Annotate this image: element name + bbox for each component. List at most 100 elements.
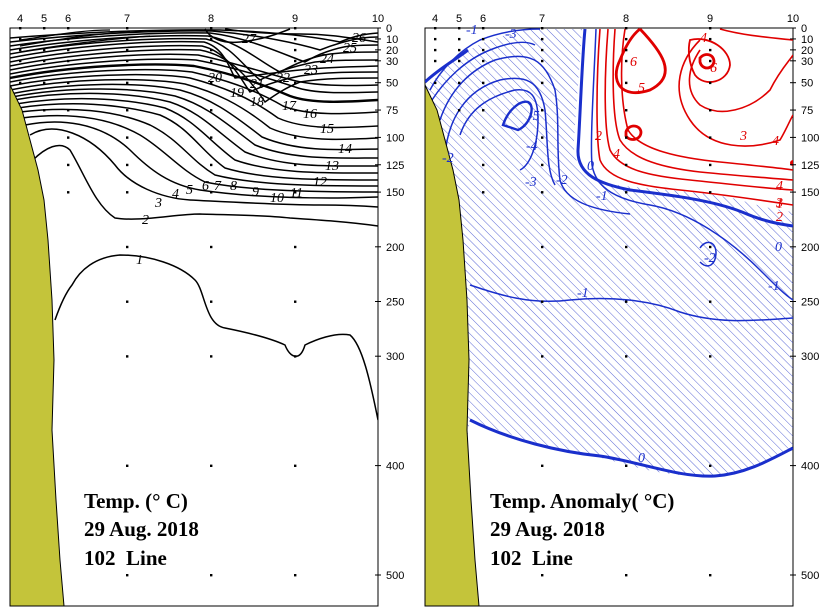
station-sample-dot xyxy=(458,81,461,85)
station-label-10: 10 xyxy=(372,13,384,25)
station-label-8: 8 xyxy=(208,13,214,25)
station-sample-dot xyxy=(458,37,461,41)
label-zero-right: 0 xyxy=(775,240,782,255)
contour-line-neg-5 xyxy=(501,100,533,132)
station-sample-dot xyxy=(709,300,712,303)
station-sample-dot xyxy=(709,355,712,358)
station-sample-dot xyxy=(67,81,70,85)
contour-line-1 xyxy=(54,254,378,421)
contour-line-8 xyxy=(15,97,378,174)
depth-label-75: 75 xyxy=(386,105,398,117)
contour-line-7 xyxy=(17,103,378,181)
depth-label-300: 300 xyxy=(386,351,404,363)
depth-label-200: 200 xyxy=(386,242,404,254)
depth-label-125: 125 xyxy=(386,160,404,172)
label-27: 27 xyxy=(242,32,257,47)
depth-label-75: 75 xyxy=(801,105,813,117)
label-1: 1 xyxy=(136,253,143,268)
station-sample-dot xyxy=(210,81,213,85)
station-labels: 4 5 6 7 8 9 10 xyxy=(432,13,799,25)
label-5: 5 xyxy=(186,183,193,198)
contour-line-13 xyxy=(10,73,378,129)
station-sample-dot xyxy=(625,191,628,194)
station-sample-dot xyxy=(126,48,129,52)
station-sample-dot xyxy=(126,163,129,167)
station-sample-dot xyxy=(625,574,628,577)
station-sample-dot xyxy=(210,191,213,194)
station-sample-dot xyxy=(709,109,712,112)
station-sample-dot xyxy=(709,191,712,194)
station-sample-dot xyxy=(625,136,628,139)
anomaly-date: 29 Aug. 2018 xyxy=(490,517,605,541)
station-sample-dot xyxy=(126,136,129,139)
station-label-9: 9 xyxy=(292,13,298,25)
label-neg-1-a: -1 xyxy=(577,286,589,301)
station-sample-dot xyxy=(210,37,213,41)
depth-label-100: 100 xyxy=(386,132,404,144)
station-sample-dot xyxy=(709,59,712,63)
station-sample-dot xyxy=(541,191,544,194)
depth-label-50: 50 xyxy=(386,78,398,90)
station-sample-dot xyxy=(625,163,628,167)
station-sample-dot xyxy=(625,300,628,303)
station-sample-dot xyxy=(541,300,544,303)
label-16: 16 xyxy=(303,107,317,122)
station-sample-dot xyxy=(709,163,712,167)
station-sample-dot xyxy=(294,191,297,194)
station-sample-dot xyxy=(294,37,297,41)
label-4: 4 xyxy=(172,187,179,202)
depth-label-300: 300 xyxy=(801,351,819,363)
station-sample-dot xyxy=(482,191,485,194)
label-2: 2 xyxy=(142,213,149,228)
label-neg-3: -3 xyxy=(525,175,537,190)
station-sample-dot xyxy=(294,574,297,577)
depth-label-125: 125 xyxy=(801,160,819,172)
positive-contours xyxy=(596,28,793,206)
label-pos-5: 5 xyxy=(638,81,645,96)
station-sample-dot xyxy=(541,27,544,30)
station-sample-dot xyxy=(458,59,461,63)
label-10: 10 xyxy=(270,191,284,206)
anomaly-panel: 4 5 6 7 8 9 10 0102030507510012515020025030040… xyxy=(424,13,819,607)
contour-line-22 xyxy=(10,34,378,73)
label-neg-2-b: -2 xyxy=(556,173,568,188)
station-sample-dot xyxy=(210,300,213,303)
temperature-date: 29 Aug. 2018 xyxy=(84,517,199,541)
station-sample-dot xyxy=(210,27,213,30)
station-sample-dot xyxy=(210,464,213,467)
depth-label-50: 50 xyxy=(801,78,813,90)
station-label-5: 5 xyxy=(41,13,47,25)
depth-label-30: 30 xyxy=(801,56,813,68)
contour-line-26 xyxy=(224,28,378,43)
station-label-7: 7 xyxy=(124,13,130,25)
label-neg-2-a: -2 xyxy=(704,251,716,266)
station-sample-dot xyxy=(294,27,297,30)
station-sample-dot xyxy=(709,574,712,577)
station-label-6: 6 xyxy=(480,13,486,25)
depth-label-10: 10 xyxy=(801,34,813,46)
station-sample-dot xyxy=(126,37,129,41)
station-sample-dot xyxy=(210,245,213,249)
station-sample-dot xyxy=(294,59,297,63)
station-sample-dot xyxy=(482,136,485,139)
contour-line-neg-3 xyxy=(444,77,556,186)
label-neg-1-upper: -1 xyxy=(466,23,478,38)
station-sample-dot xyxy=(294,464,297,467)
temperature-panel: 4 5 6 7 8 9 10 0102030507510012515020025030040… xyxy=(9,13,404,607)
label-8: 8 xyxy=(230,179,237,194)
label-21: 21 xyxy=(250,77,264,92)
station-sample-dot xyxy=(43,59,46,63)
negative-contours xyxy=(429,28,793,322)
temperature-contours xyxy=(10,28,378,421)
station-sample-dot xyxy=(210,355,213,358)
station-sample-dot xyxy=(126,27,129,30)
depth-label-250: 250 xyxy=(801,297,819,309)
label-17: 17 xyxy=(282,99,297,114)
contour-line-pos-4-inner xyxy=(688,49,793,113)
station-sample-dot xyxy=(67,163,70,167)
station-sample-dot xyxy=(625,27,628,30)
station-sample-dot xyxy=(434,37,437,41)
contour-line-3 xyxy=(29,128,378,208)
contour-line-surface-a xyxy=(19,29,111,41)
